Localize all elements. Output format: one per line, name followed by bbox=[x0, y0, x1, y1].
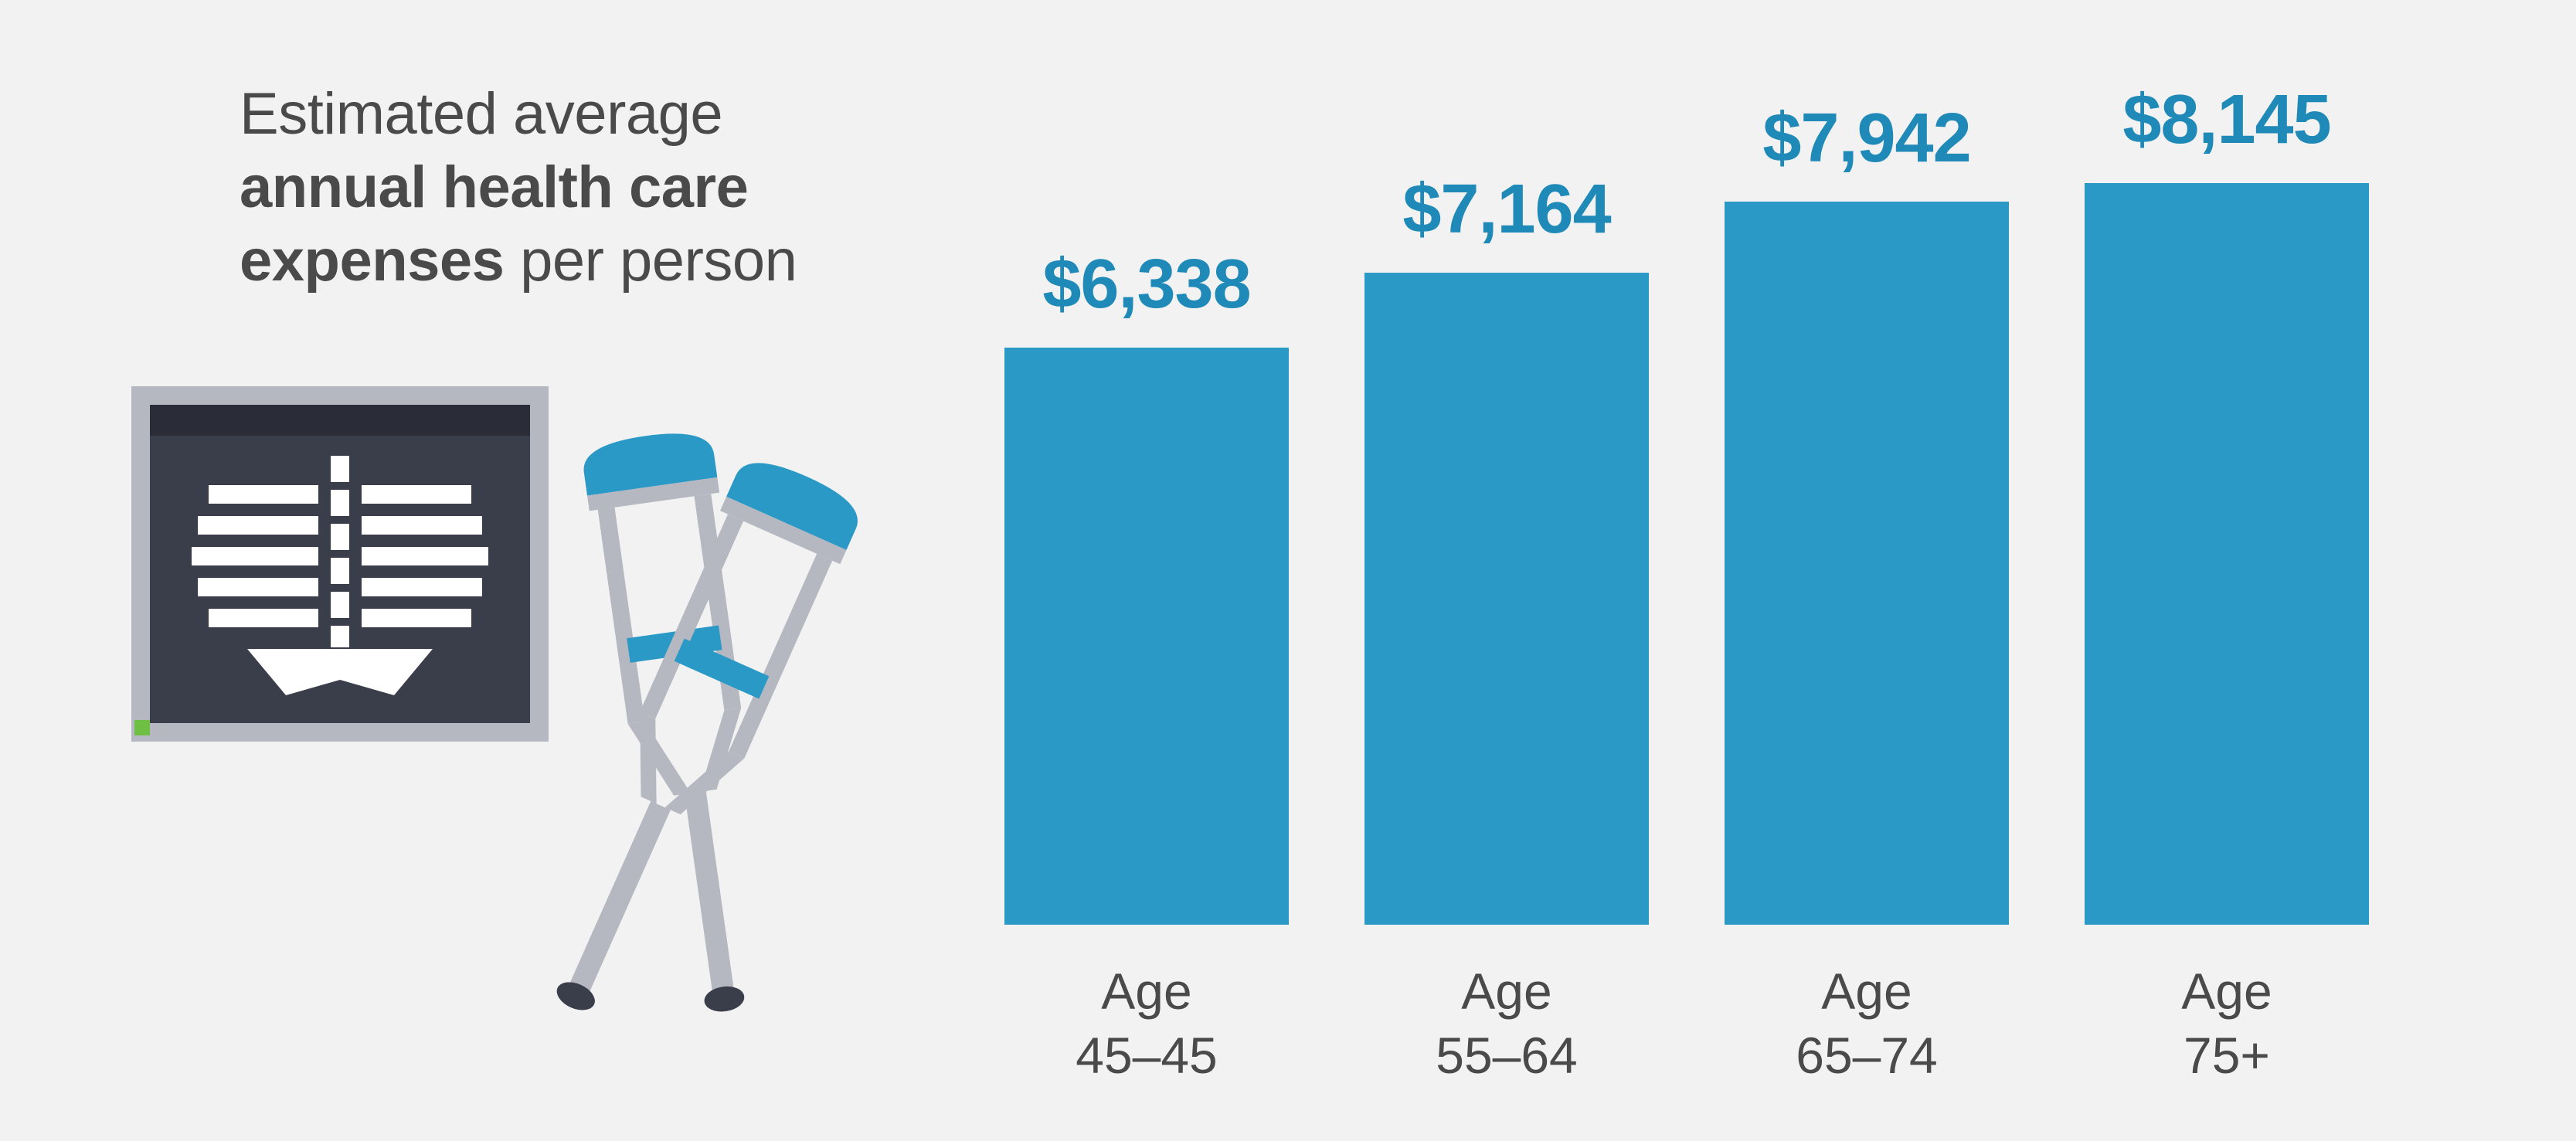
bar-value-label: $8,145 bbox=[2122, 80, 2330, 160]
bar-value-label: $7,942 bbox=[1762, 99, 1970, 178]
bar-category-line2: 55–64 bbox=[1436, 1027, 1578, 1084]
bar bbox=[1725, 202, 2009, 925]
bar-value-label: $7,164 bbox=[1402, 170, 1610, 250]
bar-category-line1: Age bbox=[1101, 963, 1191, 1020]
bar-category-line1: Age bbox=[1461, 963, 1551, 1020]
title-line-2: annual health care bbox=[240, 155, 748, 220]
title-line-1: Estimated average bbox=[240, 81, 722, 147]
illustration-group bbox=[131, 386, 904, 1004]
bar-group: $8,145 bbox=[2085, 80, 2369, 925]
title-line-3-bold: expenses bbox=[240, 228, 504, 294]
bar-category-line2: 75+ bbox=[2183, 1027, 2270, 1084]
label-row: Age 45–45 Age 55–64 Age 65–74 Age 75+ bbox=[1004, 959, 2369, 1087]
infographic-container: Estimated average annual health care exp… bbox=[0, 0, 2576, 1141]
left-panel: Estimated average annual health care exp… bbox=[0, 0, 1004, 1141]
bar-category-line2: 65–74 bbox=[1796, 1027, 1938, 1084]
title-line-3-rest: per person bbox=[504, 228, 797, 294]
bar-chart: $6,338 $7,164 $7,942 $8,145 Age 45–45 Age 55–6… bbox=[1004, 0, 2576, 1141]
bar bbox=[2085, 183, 2369, 925]
bar-group: $7,942 bbox=[1725, 99, 2009, 925]
bar-category-label: Age 65–74 bbox=[1725, 959, 2009, 1087]
bar-category-label: Age 45–45 bbox=[1004, 959, 1289, 1087]
bar-category-label: Age 55–64 bbox=[1364, 959, 1649, 1087]
bar-group: $7,164 bbox=[1364, 170, 1649, 925]
bar-value-label: $6,338 bbox=[1042, 245, 1250, 324]
bar bbox=[1364, 273, 1649, 925]
crutches-icon bbox=[541, 417, 966, 1051]
chart-title: Estimated average annual health care exp… bbox=[240, 77, 1004, 297]
bar-category-label: Age 75+ bbox=[2085, 959, 2369, 1087]
bar-category-line1: Age bbox=[2181, 963, 2272, 1020]
xray-icon bbox=[131, 386, 549, 742]
bar-row: $6,338 $7,164 $7,942 $8,145 bbox=[1004, 80, 2369, 925]
bar-category-line2: 45–45 bbox=[1076, 1027, 1218, 1084]
bar-category-line1: Age bbox=[1821, 963, 1912, 1020]
bar bbox=[1004, 348, 1289, 925]
bar-group: $6,338 bbox=[1004, 245, 1289, 925]
